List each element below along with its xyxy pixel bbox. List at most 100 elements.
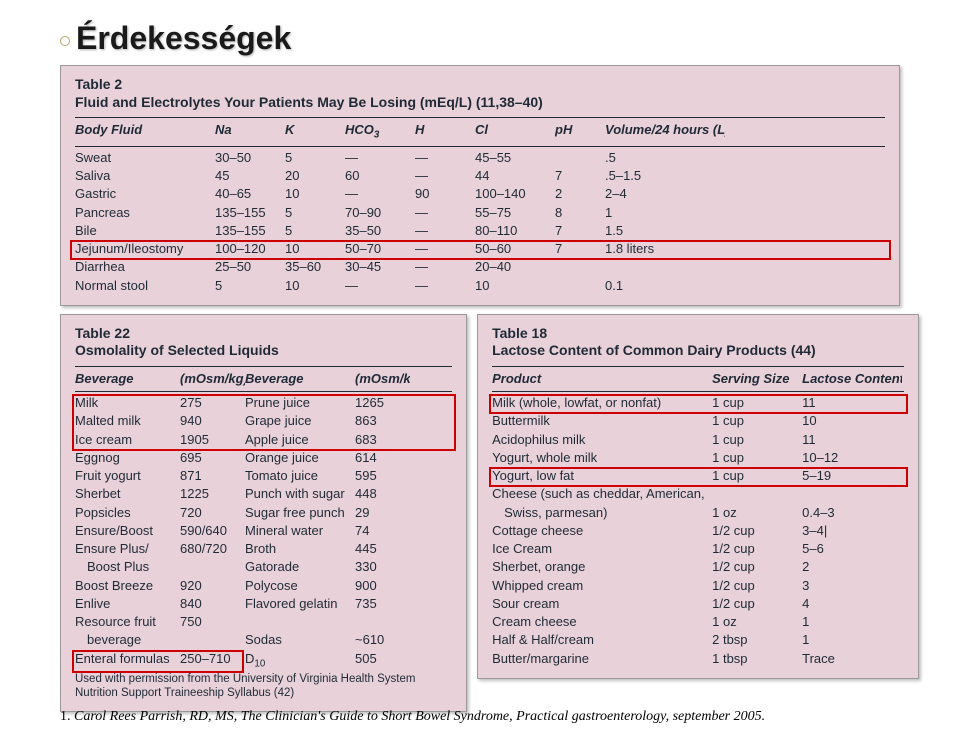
title-bullet [60, 36, 70, 46]
cell: Resource fruit [75, 614, 180, 630]
table-row: Cream cheese1 oz1 [492, 613, 904, 631]
cell: — [345, 278, 415, 294]
col-header: pH [555, 122, 605, 142]
cell: Apple juice [245, 432, 355, 448]
cell: 940 [180, 413, 245, 429]
table-row: Boost PlusGatorade330 [75, 558, 452, 576]
table-row: Ice Cream1/2 cup5–6 [492, 540, 904, 558]
cell: 4 [802, 596, 902, 612]
table-row: Cottage cheese1/2 cup3–4| [492, 522, 904, 540]
table-row: Popsicles720Sugar free punch29 [75, 504, 452, 522]
cell [802, 486, 902, 502]
cell: 74 [355, 523, 410, 539]
table18-header: ProductServing SizeLactose Content (g) [492, 366, 904, 392]
cell: Trace [802, 651, 902, 667]
cell: 275 [180, 395, 245, 411]
table-row: Diarrhea25–5035–6030–45—20–40 [75, 258, 885, 276]
table-row: Sherbet1225Punch with sugar448 [75, 485, 452, 503]
cell: 1 [605, 205, 725, 221]
cell: Milk [75, 395, 180, 411]
table-row: Half & Half/cream2 tbsp1 [492, 631, 904, 649]
cell: 50–70 [345, 241, 415, 257]
cell: Broth [245, 541, 355, 557]
cell: 1.5 [605, 223, 725, 239]
cell: 50–60 [475, 241, 555, 257]
table-row: Boost Breeze920Polycose900 [75, 577, 452, 595]
cell: — [345, 150, 415, 166]
cell: 1/2 cup [712, 541, 802, 557]
cell: 35–60 [285, 259, 345, 275]
cell: 100–140 [475, 186, 555, 202]
cell: 8 [555, 205, 605, 221]
cell: 840 [180, 596, 245, 612]
cell: 5 [285, 150, 345, 166]
cell: 5–19 [802, 468, 902, 484]
col-header: (mOsm/kg) [180, 371, 245, 387]
cell: 35–50 [345, 223, 415, 239]
cell: Cottage cheese [492, 523, 712, 539]
cell: Butter/margarine [492, 651, 712, 667]
cell: Pancreas [75, 205, 215, 221]
table-row: Milk275Prune juice1265 [75, 394, 452, 412]
table22-wrap: Table 22 Osmolality of Selected Liquids … [60, 314, 467, 712]
cell: 920 [180, 578, 245, 594]
cell: Sweat [75, 150, 215, 166]
table-row: Ensure/Boost590/640Mineral water74 [75, 522, 452, 540]
cell: 60 [345, 168, 415, 184]
cell: Orange juice [245, 450, 355, 466]
cell: 45–55 [475, 150, 555, 166]
cell: 5 [285, 205, 345, 221]
table-row: Eggnog695Orange juice614 [75, 449, 452, 467]
cell: — [415, 223, 475, 239]
cell: 720 [180, 505, 245, 521]
cell: Yogurt, whole milk [492, 450, 712, 466]
table18-caption: Table 18 Lactose Content of Common Dairy… [492, 325, 904, 360]
cell: Enlive [75, 596, 180, 612]
cell: 1 oz [712, 505, 802, 521]
cell: 1.8 liters [605, 241, 725, 257]
table-row: beverageSodas~610 [75, 631, 452, 649]
cell: 1 cup [712, 395, 802, 411]
cell: Diarrhea [75, 259, 215, 275]
cell: 10 [802, 413, 902, 429]
table-row: Swiss, parmesan)1 oz0.4–3 [492, 504, 904, 522]
table2-caption: Table 2 Fluid and Electrolytes Your Pati… [75, 76, 885, 111]
table-row: Enlive840Flavored gelatin735 [75, 595, 452, 613]
cell: 2 [802, 559, 902, 575]
cell: 448 [355, 486, 410, 502]
cell: 5 [215, 278, 285, 294]
cell: 1 cup [712, 432, 802, 448]
col-header: H [415, 122, 475, 142]
table-row: Gastric40–6510—90100–14022–4 [75, 185, 885, 203]
cell: 55–75 [475, 205, 555, 221]
table-row: Sherbet, orange1/2 cup2 [492, 558, 904, 576]
table22-caption: Table 22 Osmolality of Selected Liquids [75, 325, 452, 360]
cell: 3–4| [802, 523, 902, 539]
cell: Sherbet [75, 486, 180, 502]
cell: 135–155 [215, 223, 285, 239]
cell: 445 [355, 541, 410, 557]
cell [245, 614, 355, 630]
cell: 2 tbsp [712, 632, 802, 648]
cell: 1/2 cup [712, 559, 802, 575]
table-row: Resource fruit750 [75, 613, 452, 631]
cell: Boost Breeze [75, 578, 180, 594]
cell: Acidophilus milk [492, 432, 712, 448]
cell: 7 [555, 241, 605, 257]
table22-header: Beverage(mOsm/kg)Beverage(mOsm/kg) [75, 366, 452, 392]
cell: Gatorade [245, 559, 355, 575]
cell: 505 [355, 651, 410, 671]
cell: Gastric [75, 186, 215, 202]
cell: Sherbet, orange [492, 559, 712, 575]
cell: 135–155 [215, 205, 285, 221]
cell: 871 [180, 468, 245, 484]
cell: Bile [75, 223, 215, 239]
cell: 40–65 [215, 186, 285, 202]
cell: Eggnog [75, 450, 180, 466]
table-row: Cheese (such as cheddar, American, [492, 485, 904, 503]
col-header: Serving Size [712, 371, 802, 387]
cell: 70–90 [345, 205, 415, 221]
col-header: Volume/24 hours (L) [605, 122, 725, 142]
cell: Yogurt, low fat [492, 468, 712, 484]
cell [555, 259, 605, 275]
